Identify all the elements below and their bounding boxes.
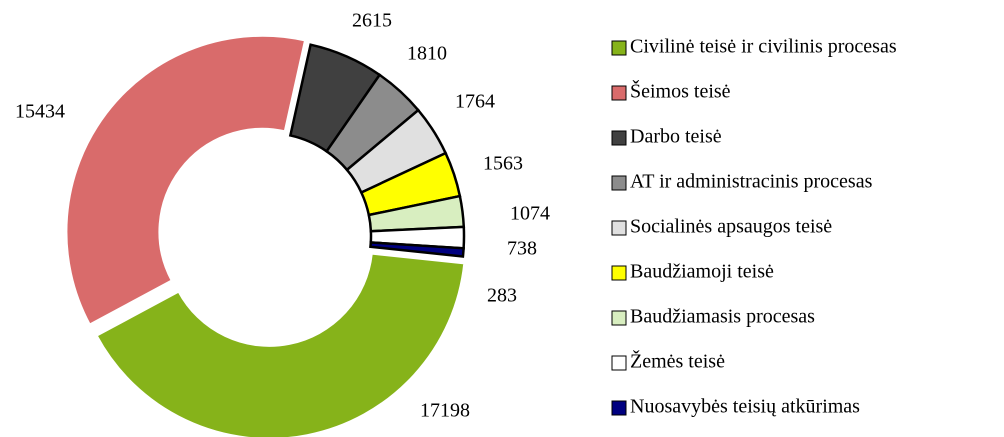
legend-label: Civilinė teisė ir civilinis procesas [630,36,897,58]
legend-swatch [611,130,627,146]
data-label: 1074 [510,203,550,225]
legend-swatch [611,355,627,371]
data-label: 15434 [15,101,65,123]
data-label: 1563 [483,153,523,175]
legend-label: Darbo teisė [630,126,722,148]
legend-swatch [611,40,627,56]
legend-label: Socialinės apsaugos teisė [630,216,832,238]
legend-swatch [611,220,627,236]
data-label: 1764 [455,91,495,113]
data-label: 2615 [352,10,392,32]
legend-label: Baudžiamasis procesas [630,306,815,328]
data-label: 1810 [407,43,447,65]
legend-swatch [611,400,627,416]
legend-label: AT ir administracinis procesas [630,171,873,193]
donut-slice [65,34,307,326]
data-label: 283 [487,285,517,307]
legend-swatch [611,175,627,191]
legend-label: Nuosavybės teisių atkūrimas [630,396,860,418]
legend-swatch [611,310,627,326]
donut-slice [369,241,465,258]
donut-slice [95,252,466,437]
legend-label: Žemės teisė [630,350,725,373]
legend-swatch [611,85,627,101]
data-label: 738 [507,238,537,260]
data-label: 17198 [420,400,470,422]
legend-swatch [611,265,627,281]
legend-label: Šeimos teisė [630,79,731,103]
legend-label: Baudžiamoji teisė [630,261,774,283]
